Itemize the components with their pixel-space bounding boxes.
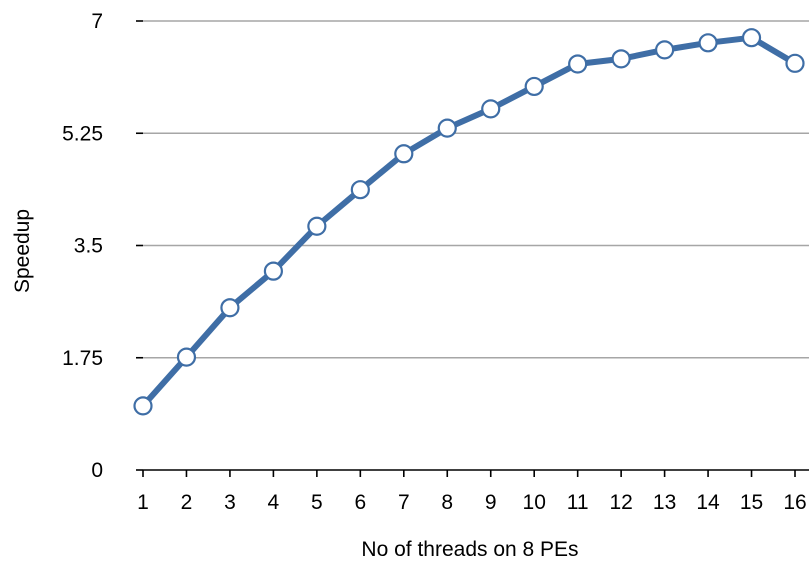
x-tick-label: 15 <box>740 491 763 514</box>
data-point <box>133 396 153 416</box>
x-axis-title: No of threads on 8 PEs <box>361 538 578 561</box>
data-point <box>437 118 457 138</box>
series <box>133 28 805 416</box>
x-tick-label: 14 <box>696 491 720 514</box>
data-point <box>350 180 370 200</box>
y-axis-title: Speedup <box>11 209 34 293</box>
series-line <box>140 34 798 409</box>
x-tick-label: 16 <box>783 491 806 514</box>
data-point <box>568 54 588 74</box>
x-tick-label: 4 <box>268 491 280 514</box>
x-tick-label: 11 <box>567 491 589 514</box>
x-tick-label: 6 <box>354 491 366 514</box>
x-tick-label: 9 <box>485 491 497 514</box>
y-tick-label: 1.75 <box>62 347 103 370</box>
x-tick-label: 2 <box>181 491 193 514</box>
y-tick-labels: 0 1.75 3.5 5.25 7 <box>62 10 103 482</box>
y-tick-label: 7 <box>91 10 103 33</box>
data-point <box>176 347 197 367</box>
y-tick-label: 0 <box>91 459 103 482</box>
data-point <box>394 144 414 164</box>
data-point <box>741 28 762 48</box>
data-point <box>263 261 283 281</box>
x-tick-label: 13 <box>653 491 676 514</box>
data-point <box>220 298 240 318</box>
x-tick-label: 7 <box>398 491 410 514</box>
data-point <box>611 49 631 69</box>
x-tick-label: 10 <box>523 491 546 514</box>
y-tick-label: 3.5 <box>74 235 103 258</box>
x-tick-labels: 1 2 3 4 5 6 7 8 9 10 11 12 13 14 15 16 <box>137 491 807 514</box>
data-point <box>481 99 501 119</box>
x-tick-label: 3 <box>224 491 236 514</box>
x-tick-label: 8 <box>441 491 453 514</box>
y-tick-label: 5.25 <box>62 122 103 145</box>
gridlines <box>143 20 809 359</box>
data-point <box>698 33 718 53</box>
x-tick-label: 12 <box>609 491 632 514</box>
data-point <box>307 216 327 236</box>
axes <box>136 20 809 477</box>
data-point <box>785 53 805 73</box>
data-point <box>654 40 675 60</box>
data-point <box>524 76 544 97</box>
x-tick-label: 5 <box>311 491 323 514</box>
x-tick-label: 1 <box>137 491 149 514</box>
